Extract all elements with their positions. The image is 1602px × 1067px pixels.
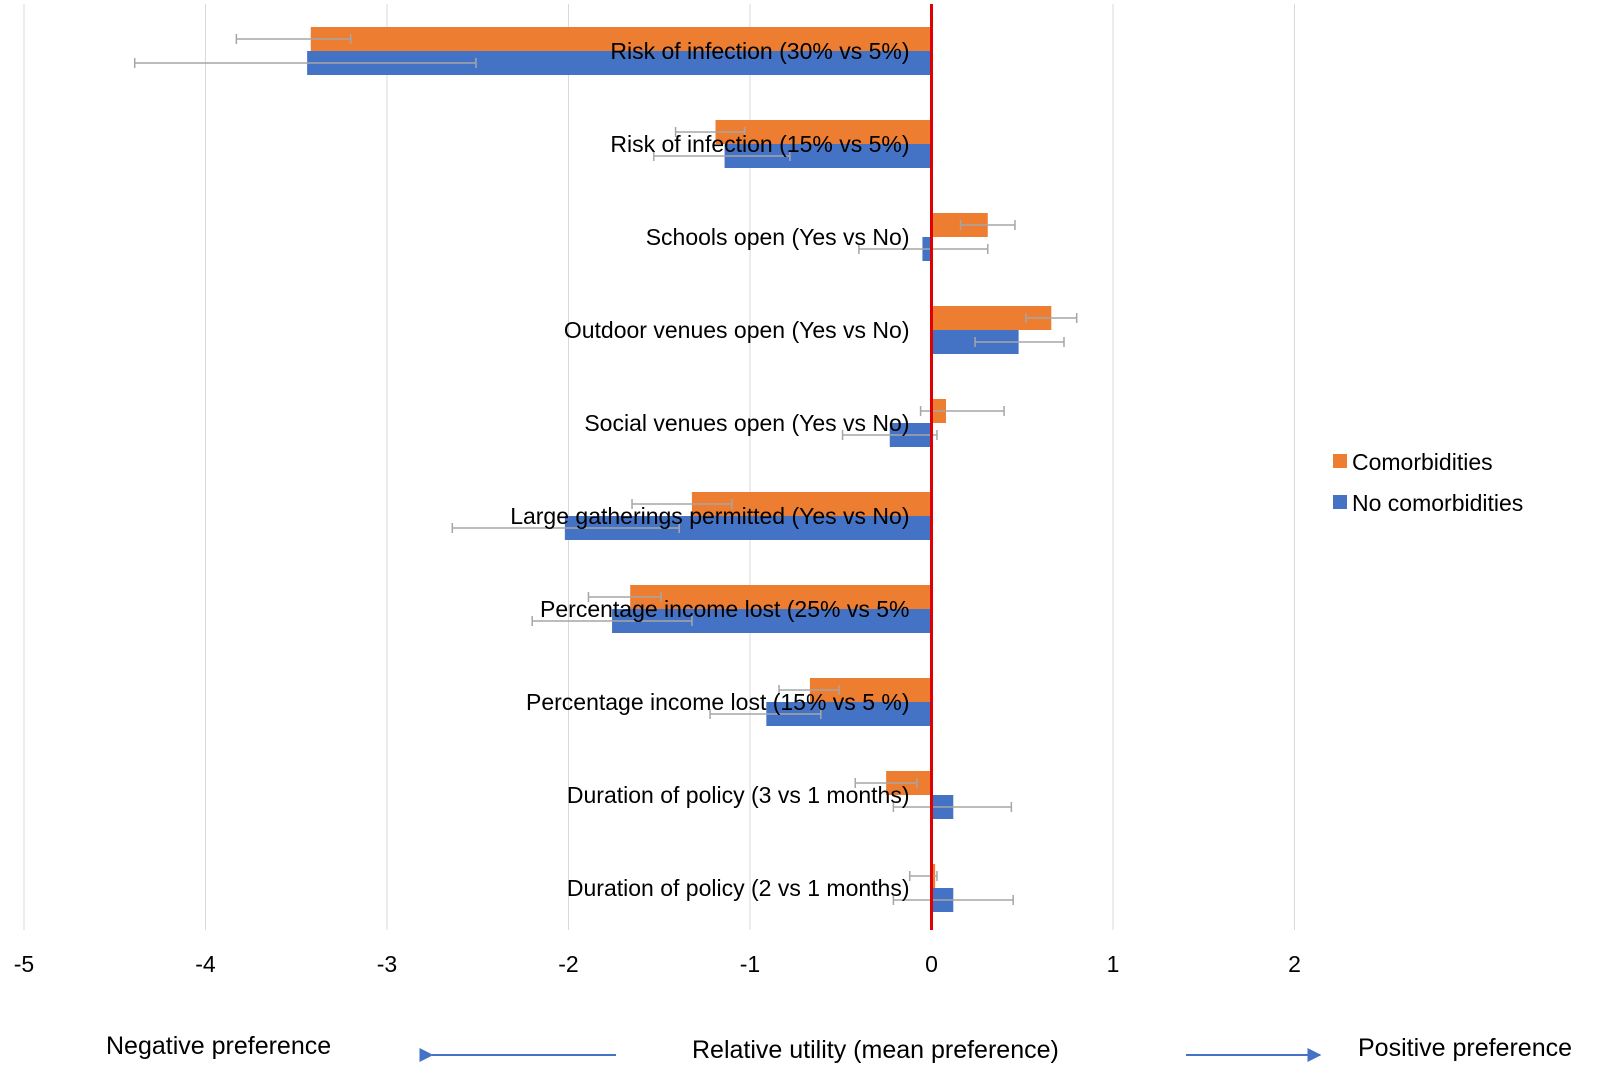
x-tick-label: 1	[1107, 951, 1120, 977]
x-tick-label: 0	[925, 951, 938, 977]
positive-preference-label: Positive preference	[1358, 1034, 1572, 1062]
error-bar-no-comorbidities	[531, 616, 693, 626]
error-bar-no-comorbidities	[451, 523, 680, 533]
bar-comorbidities	[630, 585, 932, 609]
error-bar-no-comorbidities	[892, 802, 1013, 812]
bars	[307, 27, 1052, 912]
error-bar-no-comorbidities	[858, 244, 989, 254]
error-bar-comorbidities	[919, 406, 1005, 416]
error-bar-comorbidities	[854, 778, 918, 788]
x-tick-label: -4	[195, 951, 216, 977]
x-tick-label: -5	[14, 951, 34, 977]
legend-label-comorbidities: Comorbidities	[1352, 449, 1493, 475]
category-label: Outdoor venues open (Yes vs No)	[564, 317, 910, 343]
negative-preference-label: Negative preference	[106, 1032, 331, 1060]
category-label: Risk of infection (15% vs 5%)	[610, 131, 909, 157]
legend-swatch-no-comorbidities	[1333, 495, 1347, 509]
x-axis-ticks: -5 -4 -3 -2 -1 0 1 2	[14, 951, 1301, 977]
x-axis-title: Relative utility (mean preference)	[692, 1036, 1059, 1064]
axis-annotations: Negative preference Relative utility (me…	[106, 1032, 1572, 1064]
category-label: Schools open (Yes vs No)	[646, 224, 910, 250]
error-bar-comorbidities	[778, 685, 840, 695]
error-bar-comorbidities	[631, 499, 733, 509]
category-label: Social venues open (Yes vs No)	[584, 410, 909, 436]
error-bars	[133, 34, 1078, 905]
bar-comorbidities	[715, 120, 932, 144]
error-bar-comorbidities	[1025, 313, 1078, 323]
category-labels: Risk of infection (30% vs 5%) Risk of inf…	[510, 38, 909, 901]
legend-label-no-comorbidities: No comorbidities	[1352, 490, 1523, 516]
legend-swatch-comorbidities	[1333, 454, 1347, 468]
error-bar-no-comorbidities	[841, 430, 938, 440]
category-label: Duration of policy (2 vs 1 months)	[567, 875, 910, 901]
category-label: Duration of policy (3 vs 1 months)	[567, 782, 910, 808]
error-bar-no-comorbidities	[133, 58, 477, 68]
error-bar-no-comorbidities	[974, 337, 1065, 347]
category-label: Percentage income lost (15% vs 5 %)	[526, 689, 910, 715]
legend: Comorbidities No comorbidities	[1333, 449, 1523, 516]
category-label: Percentage income lost (25% vs 5%	[540, 596, 909, 622]
error-bar-comorbidities	[587, 592, 662, 602]
error-bar-comorbidities	[235, 34, 352, 44]
x-tick-label: -2	[558, 951, 578, 977]
x-tick-label: -1	[740, 951, 760, 977]
category-label: Risk of infection (30% vs 5%)	[610, 38, 909, 64]
x-tick-label: -3	[377, 951, 397, 977]
bar-comorbidities	[310, 27, 932, 51]
category-label: Large gatherings permitted (Yes vs No)	[510, 503, 909, 529]
error-bar-no-comorbidities	[653, 151, 791, 161]
error-bar-no-comorbidities	[709, 709, 822, 719]
error-bar-comorbidities	[959, 220, 1016, 230]
x-tick-label: 2	[1288, 951, 1301, 977]
error-bar-no-comorbidities	[892, 895, 1014, 905]
error-bar-comorbidities	[674, 127, 746, 137]
